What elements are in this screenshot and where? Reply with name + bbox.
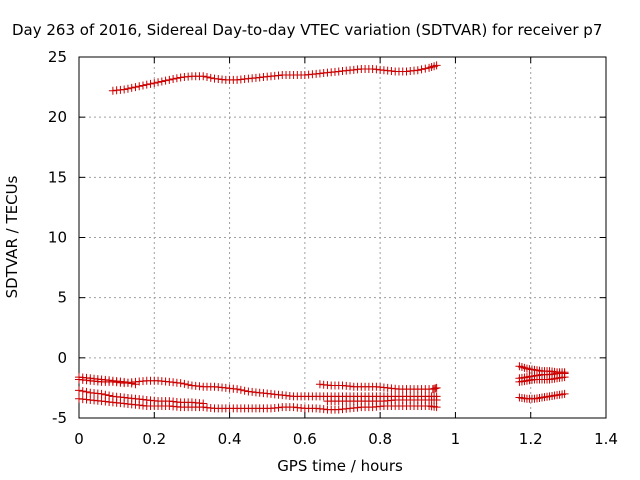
data-point xyxy=(180,379,189,388)
data-point xyxy=(560,373,569,382)
data-point xyxy=(150,79,159,88)
data-point xyxy=(176,379,185,388)
data-point xyxy=(421,64,430,73)
x-tick-label: 0.4 xyxy=(218,430,242,448)
data-point xyxy=(142,80,151,89)
y-tick-label: 0 xyxy=(57,349,67,367)
series-lower-f xyxy=(323,395,441,406)
x-tick-label: 1.2 xyxy=(519,430,543,448)
data-point xyxy=(417,65,426,74)
chart-title: Day 263 of 2016, Sidereal Day-to-day VTE… xyxy=(12,21,602,39)
series-late-c xyxy=(515,373,569,386)
data-point xyxy=(131,83,140,92)
data-point xyxy=(157,77,166,86)
x-tick-label: 1.4 xyxy=(594,430,618,448)
data-point xyxy=(560,389,569,398)
data-point xyxy=(127,379,136,388)
data-point xyxy=(154,78,163,87)
data-marks xyxy=(75,61,569,414)
data-point xyxy=(172,74,181,83)
data-point xyxy=(413,66,422,75)
x-tick-label: 0 xyxy=(74,430,84,448)
x-tick-label: 0.2 xyxy=(142,430,166,448)
y-axis-label: SDTVAR / TECUs xyxy=(3,175,21,298)
y-tick-label: 25 xyxy=(48,48,67,66)
series-late-d xyxy=(515,389,569,403)
y-tick-label: 10 xyxy=(48,229,67,247)
axis-ticks: 0 0.2 0.4 0.6 0.8 1 1.2 1.4 -5 0 5 10 15 20 25 xyxy=(48,48,618,448)
x-tick-label: 1 xyxy=(451,430,461,448)
data-point xyxy=(101,390,110,399)
series-lower-b xyxy=(75,373,140,389)
data-point xyxy=(131,380,140,389)
data-point xyxy=(82,387,91,396)
y-tick-label: 5 xyxy=(57,289,67,307)
data-point xyxy=(432,383,441,392)
data-point xyxy=(236,385,245,394)
data-point xyxy=(138,81,147,90)
data-point xyxy=(432,403,441,412)
data-point xyxy=(97,389,106,398)
data-point xyxy=(146,79,155,88)
data-point xyxy=(202,73,211,82)
y-tick-label: -5 xyxy=(52,409,67,427)
data-point xyxy=(78,387,87,396)
x-tick-label: 0.8 xyxy=(368,430,392,448)
data-point xyxy=(432,61,441,70)
x-axis-label: GPS time / hours xyxy=(277,457,403,475)
data-point xyxy=(123,378,132,387)
data-point xyxy=(199,72,208,81)
data-point xyxy=(206,73,215,82)
y-tick-label: 20 xyxy=(48,108,67,126)
data-point xyxy=(75,386,83,395)
data-point xyxy=(120,377,129,386)
data-point xyxy=(161,76,170,85)
series-upper xyxy=(108,61,441,95)
gridlines xyxy=(79,57,606,418)
y-tick-label: 15 xyxy=(48,168,67,186)
data-point xyxy=(233,385,242,394)
data-point xyxy=(184,380,193,389)
x-tick-label: 0.6 xyxy=(293,430,317,448)
data-point xyxy=(432,395,441,404)
data-point xyxy=(240,386,249,395)
data-point xyxy=(120,85,129,94)
data-point xyxy=(169,75,178,84)
data-point xyxy=(123,84,132,93)
series-lower-e xyxy=(315,380,441,394)
data-point xyxy=(165,75,174,84)
data-point xyxy=(127,83,136,92)
data-point xyxy=(135,82,144,91)
